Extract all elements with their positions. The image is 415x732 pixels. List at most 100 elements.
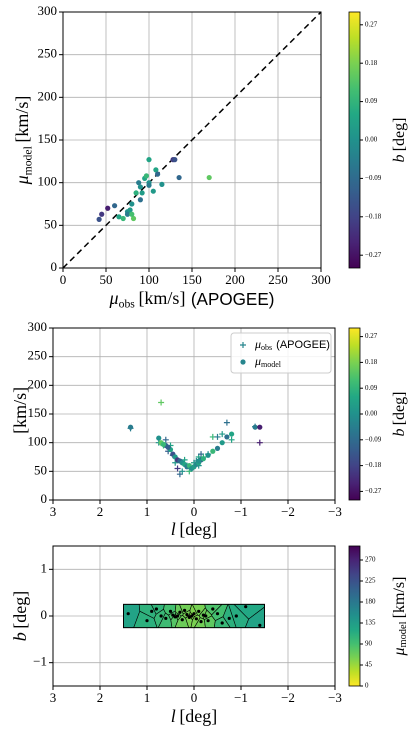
y-tick-label: 50 xyxy=(44,216,57,231)
axis-label: l [deg] xyxy=(171,519,218,539)
reference-line xyxy=(62,11,322,269)
colorbar-tick-label: 0.00 xyxy=(365,136,378,144)
point xyxy=(258,623,262,627)
colorbar-tick-label: 225 xyxy=(365,577,376,585)
point xyxy=(139,190,145,196)
label-part: [km/s] xyxy=(12,96,32,143)
label-part: [deg] xyxy=(179,706,217,726)
point xyxy=(180,618,184,622)
x-tick-label: 0 xyxy=(60,272,67,287)
point xyxy=(136,180,142,186)
colorbar-tick-label: 180 xyxy=(365,598,376,606)
point xyxy=(164,616,168,620)
y-tick-label: 300 xyxy=(38,3,58,18)
point xyxy=(187,615,191,620)
point xyxy=(219,440,225,446)
point xyxy=(159,614,163,618)
label-part: [km/s] xyxy=(391,577,408,619)
x-tick-label: 3 xyxy=(50,690,57,705)
label-part: b xyxy=(10,632,30,641)
point xyxy=(206,619,210,623)
point xyxy=(153,167,159,173)
label-part: (APOGEE) xyxy=(276,339,330,351)
point xyxy=(257,424,263,430)
point xyxy=(204,614,208,618)
x-tick-label: 0 xyxy=(191,504,198,519)
axis-label: μobs [km/s] (APOGEE) xyxy=(109,288,275,310)
point xyxy=(99,211,105,217)
point xyxy=(155,171,161,177)
y-tick-label: 250 xyxy=(38,46,58,61)
x-tick-label: 3 xyxy=(50,504,57,519)
point xyxy=(160,441,167,447)
label-part: model xyxy=(398,621,409,647)
label-part: [km/s] xyxy=(10,387,30,434)
label-part: [deg] xyxy=(10,591,30,629)
plus-marker xyxy=(223,419,230,426)
x-tick-label: 300 xyxy=(311,272,331,287)
legend-marker xyxy=(240,359,246,365)
point xyxy=(183,608,187,613)
point xyxy=(199,620,203,624)
point xyxy=(133,190,139,196)
point xyxy=(234,614,238,618)
point xyxy=(215,612,220,616)
axis-label: μmodel [km/s] xyxy=(12,96,34,186)
point xyxy=(176,174,182,181)
label-part: obs xyxy=(119,297,136,310)
axes-frame xyxy=(52,545,336,687)
point xyxy=(137,197,143,203)
label-part: [deg] xyxy=(391,118,408,152)
label-part: l xyxy=(171,519,176,539)
point xyxy=(130,215,137,222)
x-tick-label: −3 xyxy=(328,504,342,519)
point xyxy=(196,458,202,464)
colorbar-tick-label: −0.09 xyxy=(365,435,382,443)
colorbar-tick-label: 0.09 xyxy=(365,384,378,392)
point xyxy=(194,617,198,621)
colorbar-tick-label: 0.18 xyxy=(365,59,378,67)
label-part: μ xyxy=(391,647,408,656)
x-tick-label: −1 xyxy=(234,504,248,519)
colorbar-tick-label: 135 xyxy=(365,619,376,627)
x-tick-label: 0 xyxy=(191,690,198,705)
colorbar-tick-label: 0.27 xyxy=(365,20,378,28)
x-tick-label: 250 xyxy=(268,272,288,287)
x-tick-label: 50 xyxy=(100,272,113,287)
colorbar xyxy=(348,11,361,269)
legend-marker xyxy=(240,342,246,348)
axis-label: [km/s] xyxy=(10,387,30,434)
point xyxy=(129,201,135,207)
y-tick-label: 100 xyxy=(28,434,48,449)
point xyxy=(120,215,126,222)
label-part: μ xyxy=(12,175,32,185)
x-tick-label: −3 xyxy=(328,690,342,705)
point xyxy=(220,621,224,625)
y-tick-label: 0 xyxy=(41,491,48,506)
point xyxy=(214,445,221,451)
y-tick-label: 200 xyxy=(38,88,58,103)
label-part: μ xyxy=(254,337,261,351)
point xyxy=(205,452,211,458)
plus-marker xyxy=(256,439,263,446)
point xyxy=(192,612,196,616)
axis-label: l [deg] xyxy=(171,706,218,726)
point xyxy=(105,205,111,211)
y-tick-label: 250 xyxy=(28,348,48,363)
plus-marker xyxy=(162,436,169,443)
y-tick-label: 50 xyxy=(34,462,47,477)
axes-frame xyxy=(62,11,322,269)
y-tick-label: 1 xyxy=(41,560,48,575)
point xyxy=(150,188,156,194)
colorbar-tick-label: 0.18 xyxy=(365,358,378,366)
point xyxy=(185,613,189,617)
axis-label: b [deg] xyxy=(10,591,30,642)
point xyxy=(165,444,171,450)
label-part: (APOGEE) xyxy=(191,290,275,309)
x-tick-label: 150 xyxy=(182,272,202,287)
point xyxy=(252,424,258,430)
point xyxy=(146,157,152,163)
axis-label: μmodel [km/s] xyxy=(391,577,410,657)
point xyxy=(168,609,173,613)
